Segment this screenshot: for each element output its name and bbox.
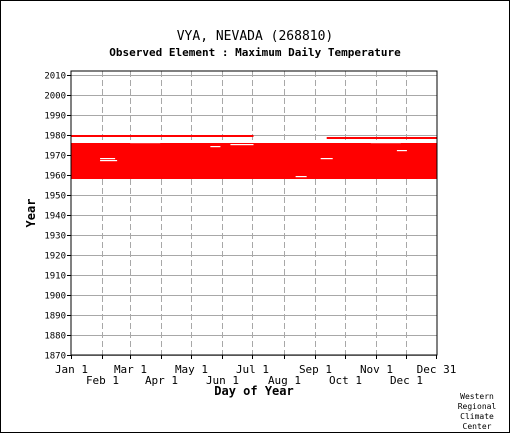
y-tick-label: 1920	[44, 252, 66, 262]
x-tick-label: Sep 1	[299, 363, 332, 376]
x-tick-label: Jul 1	[236, 363, 269, 376]
y-tick-label: 1990	[44, 112, 66, 122]
credit-line-1: Western	[460, 392, 494, 401]
credit-line-2: Regional	[458, 402, 497, 411]
y-tick-label: 1980	[44, 132, 66, 142]
plot-area	[70, 70, 438, 356]
missing-data-gap	[230, 144, 254, 146]
data-band	[71, 135, 254, 137]
y-tick-label: 1890	[44, 312, 66, 322]
missing-data-gap	[320, 158, 333, 160]
x-axis-label: Day of Year	[214, 384, 293, 398]
y-axis-ticks: 1870 1880 1890 1900 1910 1920 1930 1940 1950 1960…	[44, 72, 71, 362]
x-tick-label: Aug 1	[268, 374, 301, 387]
grid-lines	[71, 71, 437, 356]
y-tick-label: 1870	[44, 352, 66, 362]
data-marks	[71, 135, 437, 179]
y-tick-label: 1950	[44, 192, 66, 202]
y-axis-label: Year	[24, 199, 38, 228]
data-gaps	[100, 142, 407, 178]
credit-line-4: Center	[463, 422, 492, 431]
x-tick-label: Dec 31	[417, 363, 457, 376]
missing-data-gap	[210, 146, 221, 148]
x-tick-label: Feb 1	[86, 374, 119, 387]
y-tick-label: 1960	[44, 172, 66, 182]
chart-title: VYA, NEVADA (268810)	[177, 29, 334, 44]
y-tick-label: 1880	[44, 332, 66, 342]
missing-data-gap	[295, 176, 307, 178]
missing-data-gap	[370, 142, 401, 144]
x-tick-label: Dec 1	[390, 374, 423, 387]
x-tick-label: Jun 1	[206, 374, 239, 387]
x-tick-label: Apr 1	[145, 374, 178, 387]
x-tick-label: Oct 1	[329, 374, 362, 387]
missing-data-gap	[100, 160, 118, 162]
y-tick-label: 2000	[44, 92, 66, 102]
y-tick-label: 1910	[44, 272, 66, 282]
missing-data-gap	[100, 158, 116, 160]
x-axis-ticks: Jan 1 Mar 1 May 1 Jul 1 Sep 1 Nov 1 Dec 31 Feb …	[55, 355, 456, 387]
y-tick-label: 2010	[44, 72, 66, 82]
credit-line-3: Climate	[460, 412, 494, 421]
x-tick-label: Jan 1	[55, 363, 88, 376]
missing-data-gap	[130, 142, 161, 144]
chart-subtitle: Observed Element : Maximum Daily Tempera…	[109, 46, 401, 59]
data-band	[71, 143, 437, 179]
y-tick-label: 1900	[44, 292, 66, 302]
data-band	[326, 137, 437, 139]
y-tick-label: 1930	[44, 232, 66, 242]
y-tick-label: 1940	[44, 212, 66, 222]
credit-block: Western Regional Climate Center	[458, 392, 497, 431]
x-tick-label: Mar 1	[114, 363, 147, 376]
y-tick-label: 1970	[44, 152, 66, 162]
missing-data-gap	[396, 150, 407, 152]
x-tick-label: Nov 1	[360, 363, 393, 376]
x-tick-label: May 1	[175, 363, 208, 376]
